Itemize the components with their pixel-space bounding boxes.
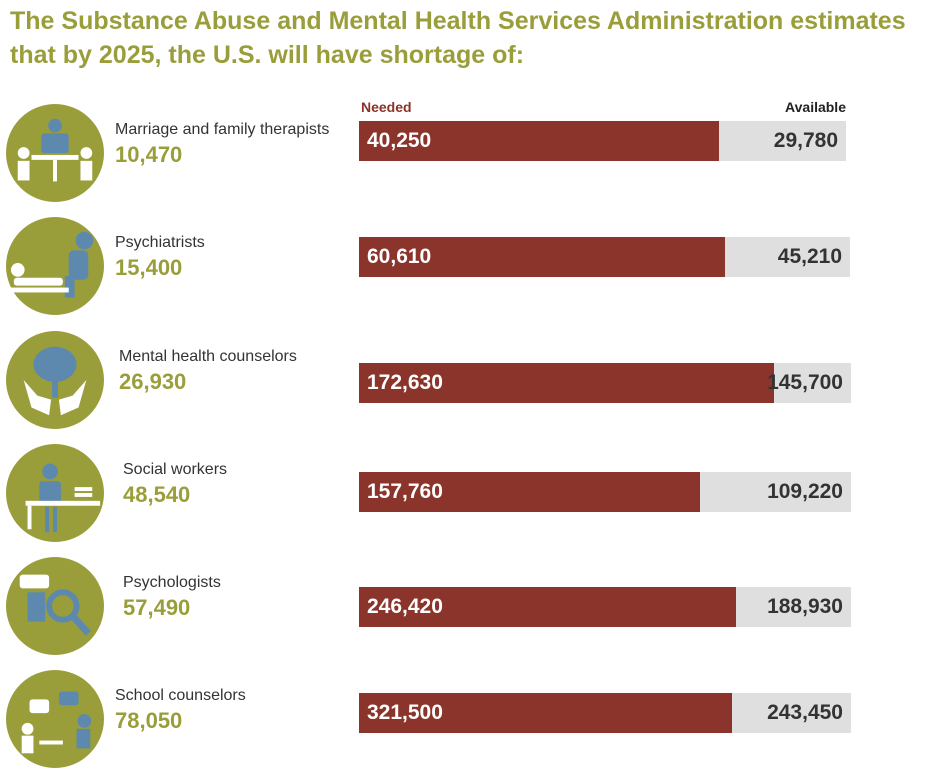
chart-row: Psychologists 57,490: [0, 557, 942, 657]
bar-track: 172,630 145,700: [359, 363, 851, 403]
brain-hands-icon: [6, 331, 104, 429]
puzzle-magnifier-icon: [6, 557, 104, 655]
available-value: 145,700: [767, 371, 843, 394]
available-value: 29,780: [773, 129, 838, 152]
bar-track: 40,250 29,780: [359, 121, 846, 161]
needed-bar: 321,500: [359, 693, 732, 733]
available-value: 188,930: [767, 595, 843, 618]
psychiatry-couch-icon: [6, 217, 104, 315]
conversation-icon: [6, 670, 104, 768]
desk-worker-icon: [6, 444, 104, 542]
chart-row: Psychiatrists 15,400: [0, 217, 942, 317]
shortage-value: 78,050: [115, 708, 183, 733]
needed-bar: 246,420: [359, 587, 736, 627]
role-label: Psychiatrists: [115, 234, 205, 251]
role-label: Psychologists: [123, 574, 221, 591]
needed-bar: 60,610: [359, 237, 725, 277]
therapy-table-icon: [6, 104, 104, 202]
bar-track: 157,760 109,220: [359, 472, 851, 512]
role-label: Social workers: [123, 461, 228, 478]
needed-bar: 172,630: [359, 363, 774, 403]
role-label: Mental health counselors: [119, 348, 297, 365]
shortage-value: 57,490: [123, 595, 191, 620]
shortage-value: 10,470: [115, 142, 183, 167]
chart-row: Marriage and family therapists 10,470: [0, 104, 942, 204]
bar-track: 246,420 188,930: [359, 587, 851, 627]
shortage-value: 15,400: [115, 255, 183, 280]
role-label: Marriage and family therapists: [115, 121, 330, 138]
bar-track: 321,500 243,450: [359, 693, 851, 733]
chart-row: School counselors 78,050: [0, 670, 942, 770]
available-value: 109,220: [767, 480, 843, 503]
legend-available: Available: [785, 99, 846, 115]
chart-row: Social workers 48,540: [0, 444, 942, 544]
available-value: 243,450: [767, 701, 843, 724]
chart-title: The Substance Abuse and Mental Health Se…: [10, 7, 906, 69]
bar-track: 60,610 45,210: [359, 237, 850, 277]
legend-needed: Needed: [361, 99, 412, 115]
needed-bar: 40,250: [359, 121, 719, 161]
chart-row: Mental health counselors 26,930: [0, 331, 942, 431]
shortage-value: 48,540: [123, 482, 191, 507]
needed-bar: 157,760: [359, 472, 700, 512]
available-value: 45,210: [777, 245, 842, 268]
role-label: School counselors: [115, 687, 246, 704]
shortage-value: 26,930: [119, 369, 187, 394]
